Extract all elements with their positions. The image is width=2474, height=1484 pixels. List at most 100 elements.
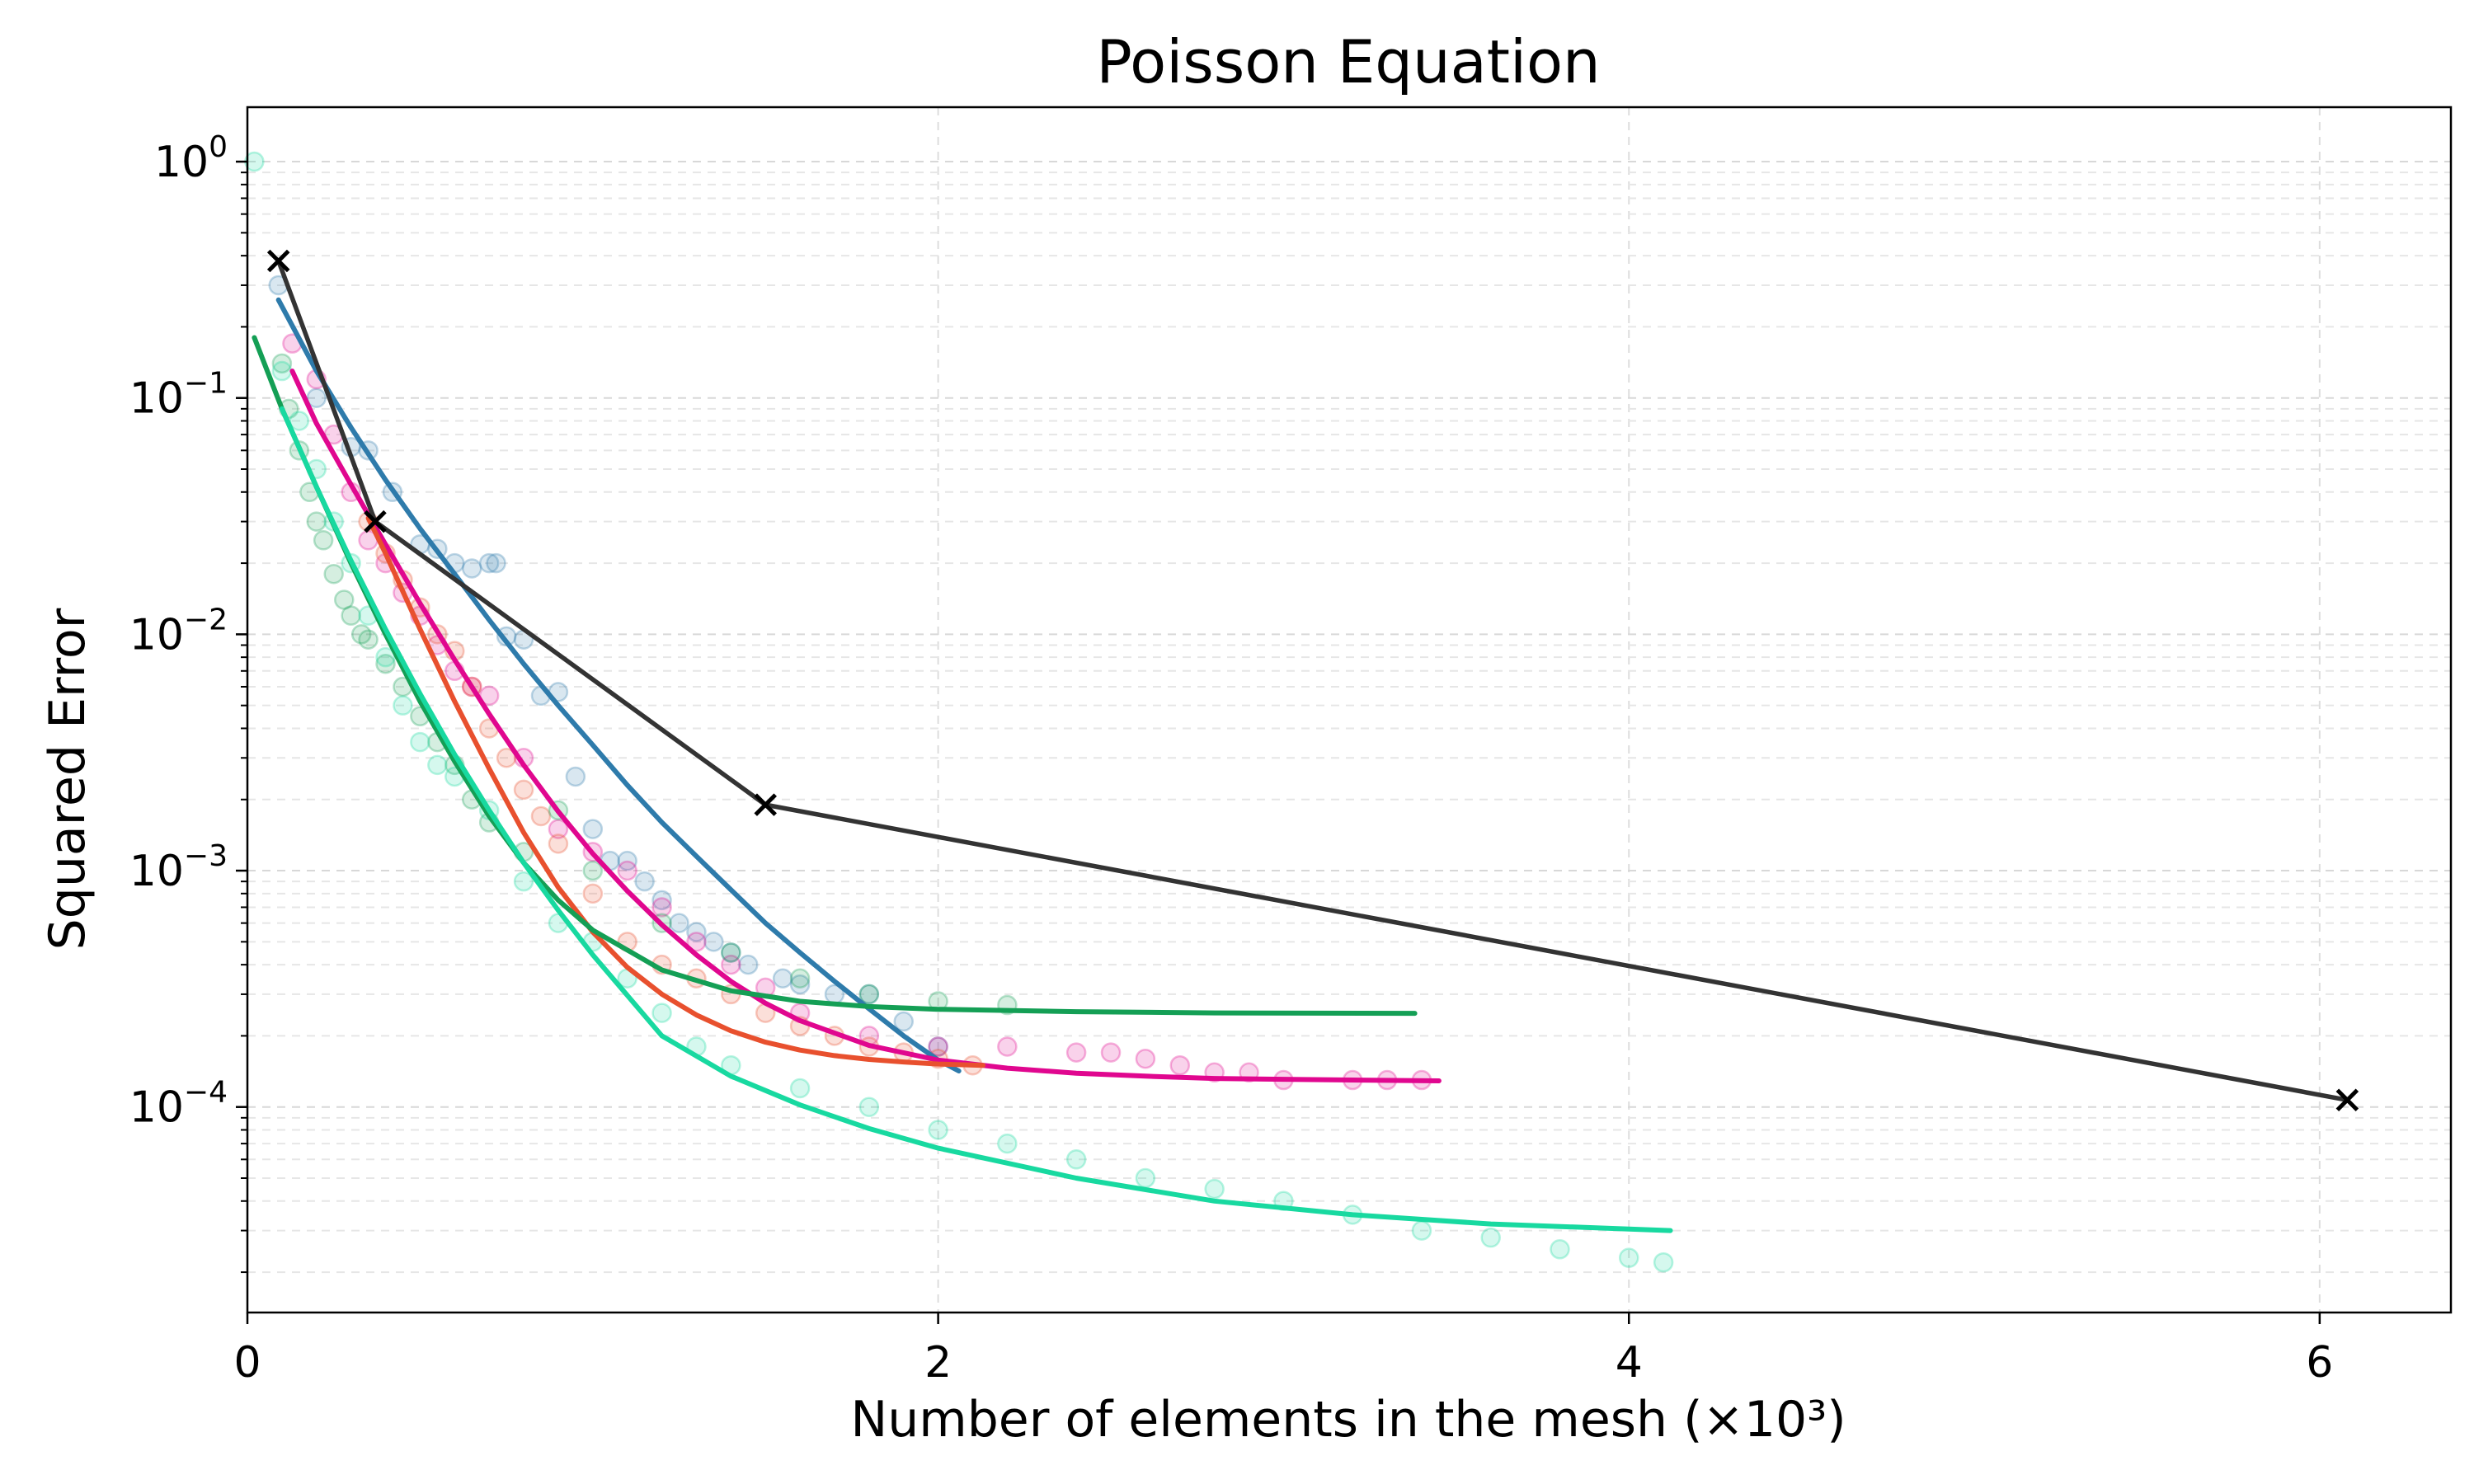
scatter-point-series-2 (617, 860, 637, 881)
scatter-point-series-1 (721, 942, 741, 963)
scatter-point-series-3 (530, 805, 552, 827)
x-tick-label: 6 (2306, 1338, 2333, 1388)
scatter-point-series-2 (1065, 1042, 1087, 1063)
baseline-series (266, 249, 2359, 1112)
scatter-point-series-5 (1411, 1220, 1432, 1241)
fit-curve-series-3 (365, 515, 986, 1068)
scatter-point-series-4 (789, 968, 811, 989)
baseline-x-marker (266, 249, 290, 273)
scatter-point-series-1 (772, 968, 793, 989)
scatter-point-series-5 (789, 1078, 811, 1099)
scatter-point-series-2 (997, 1036, 1018, 1057)
scatter-point-series-1 (789, 974, 811, 995)
plot-frame (246, 106, 2453, 1314)
baseline-x-marker (364, 510, 387, 533)
y-tick-label: 10−2 (129, 603, 228, 660)
scatter-point-series-5 (1065, 1149, 1087, 1170)
scatter-point-series-1 (703, 932, 724, 952)
scatter-point-series-2 (1100, 1042, 1122, 1063)
fit-curve-series-2 (289, 369, 1442, 1083)
scatter-point-series-2 (548, 819, 569, 839)
y-tick-base: 10 (129, 610, 184, 660)
scatter-point-series-5 (289, 411, 310, 431)
y-tick-label: 10−1 (129, 367, 228, 424)
scatter-point-series-2 (928, 1036, 948, 1057)
y-tick-base: 10 (129, 847, 184, 896)
scatter-point-series-4 (306, 511, 327, 532)
scatter-point-series-2 (686, 932, 707, 952)
scatter-point-series-5 (427, 754, 448, 776)
y-tick-label: 100 (154, 130, 228, 187)
scatter-point-series-5 (271, 360, 293, 382)
baseline-x-marker (2335, 1088, 2359, 1112)
x-axis-label: Number of elements in the mesh (×10³) (850, 1391, 1846, 1449)
baseline-x-marker (754, 793, 777, 816)
scatter-point-series-3 (496, 748, 517, 768)
y-tick-label: 10−3 (129, 839, 228, 896)
y-tick-exponent: −3 (184, 839, 228, 873)
scatter-point-series-1 (738, 954, 759, 975)
scatter-point-series-5 (410, 731, 430, 753)
scatter-point-series-1 (651, 890, 672, 911)
scatter-point-series-5 (393, 695, 413, 716)
scatter-point-series-1 (928, 1036, 948, 1057)
y-tick-exponent: −1 (184, 367, 228, 401)
scatter-point-series-5 (1618, 1247, 1639, 1268)
scatter-point-series-5 (928, 1120, 948, 1140)
scatter-point-series-4 (858, 984, 880, 1005)
scatter-point-series-5 (1550, 1239, 1570, 1260)
scatter-point-series-1 (565, 766, 586, 787)
x-axis-ticks: 0 2 4 6 (233, 1313, 2333, 1388)
scatter-point-series-2 (651, 897, 672, 918)
scatter-point-series-1 (478, 552, 500, 574)
scatter-point-series-4 (350, 624, 372, 645)
y-tick-exponent: −4 (184, 1076, 228, 1110)
scatter-point-series-5 (1480, 1227, 1501, 1248)
scatter-point-series-4 (721, 942, 741, 963)
plot-background (247, 107, 2451, 1313)
scatter-point-series-3 (513, 779, 534, 801)
scatter-point-series-4 (358, 629, 379, 650)
fit-curve-series-5 (279, 406, 1673, 1233)
plot-area-background (247, 107, 2451, 1313)
scatter-point-series-4 (313, 530, 334, 551)
scatter-point-series-3 (582, 883, 604, 904)
scatter-point-series-4 (582, 860, 604, 881)
scatter-point-series-1 (461, 558, 482, 579)
scatter-point-series-5 (1653, 1252, 1674, 1273)
scatter-point-series-4 (271, 353, 293, 374)
x-tick-label: 2 (924, 1338, 952, 1388)
y-tick-base: 10 (154, 138, 209, 187)
y-tick-base: 10 (129, 374, 184, 424)
baseline-line (276, 260, 2348, 1103)
y-axis-label: Squared Error (39, 608, 96, 950)
scatter-point-series-5 (513, 871, 534, 892)
scatter-point-series-5 (1204, 1178, 1225, 1200)
scatter-point-series-5 (997, 1133, 1018, 1154)
y-tick-exponent: −2 (184, 603, 228, 636)
scatter-point-series-2 (721, 954, 741, 975)
scatter-point-series-1 (582, 819, 604, 839)
scatter-point-series-3 (548, 834, 569, 854)
scatter-point-series-5 (1135, 1167, 1156, 1189)
scatter-point-series-1 (617, 850, 637, 871)
grid-lines (247, 107, 2451, 1313)
scatter-point-series-2 (1135, 1048, 1156, 1069)
axes-frame (246, 106, 2453, 1314)
x-tick-label: 4 (1616, 1338, 1643, 1388)
scatter-point-series-4 (323, 563, 344, 585)
scatter-point-series-1 (858, 984, 880, 1005)
scatter-point-series-1 (669, 913, 689, 933)
scatter-point-series-4 (375, 653, 396, 674)
scatter-point-series-1 (634, 871, 655, 892)
scatter-point-series-5 (651, 1003, 672, 1023)
y-tick-base: 10 (129, 1083, 184, 1133)
scatter-point-series-4 (334, 589, 355, 610)
scatter-point-series-1 (893, 1011, 914, 1032)
chart-title: Poisson Equation (1096, 27, 1600, 96)
y-tick-exponent: 0 (209, 130, 228, 164)
scatter-point-series-1 (486, 552, 506, 574)
scatter-point-series-1 (686, 922, 707, 942)
